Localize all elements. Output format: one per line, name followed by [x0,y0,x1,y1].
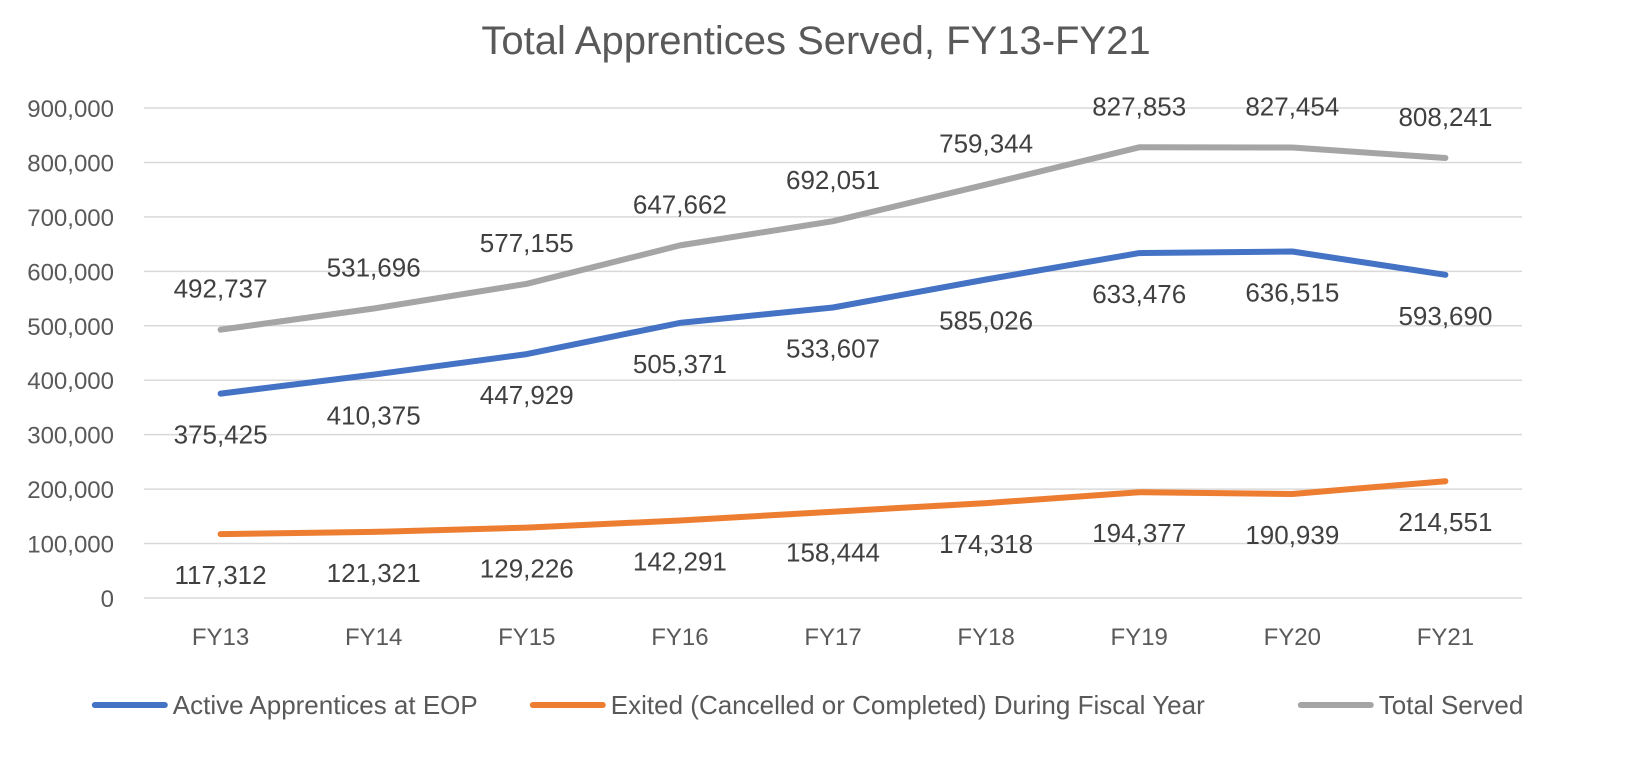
y-tick-label: 400,000 [27,368,114,395]
x-tick-label: FY20 [1264,624,1321,651]
data-label: 410,375 [327,401,421,431]
data-label: 585,026 [939,305,1033,335]
legend-item-1: Active Apprentices at EOP [91,690,478,720]
y-tick-label: 200,000 [27,477,114,504]
data-label: 647,662 [633,189,727,219]
y-axis-labels: 0 100,000 200,000 300,000 400,000 500,000 600,… [27,96,114,613]
x-tick-label: FY21 [1417,624,1474,651]
legend: Active Apprentices at EOP Exited (Cancell… [91,690,1524,720]
gridlines [144,107,1522,599]
legend-label: Exited (Cancelled or Completed) During F… [611,690,1205,720]
data-label: 129,226 [480,554,574,584]
y-tick-label: 300,000 [27,423,114,450]
data-label: 577,155 [480,228,574,258]
data-label: 808,241 [1398,102,1492,132]
data-label: 759,344 [939,129,1033,159]
data-label: 593,690 [1398,301,1492,331]
data-label: 194,377 [1092,518,1186,548]
series-line-3 [217,144,1449,333]
data-label: 492,737 [174,274,268,304]
data-label: 531,696 [327,253,421,283]
data-label: 121,321 [327,558,421,588]
x-tick-label: FY16 [651,624,708,651]
data-label: 174,318 [939,529,1033,559]
y-tick-label: 0 [101,586,114,613]
legend-item-3: Total Served [1297,690,1524,720]
x-tick-label: FY17 [804,624,861,651]
data-label: 692,051 [786,165,880,195]
x-tick-label: FY18 [957,624,1014,651]
data-label: 190,939 [1245,520,1339,550]
data-label: 158,444 [786,538,880,568]
data-label: 636,515 [1245,277,1339,307]
data-label: 827,853 [1092,91,1186,121]
x-tick-label: FY14 [345,624,402,651]
data-label: 633,476 [1092,279,1186,309]
data-label: 117,312 [175,560,267,590]
x-tick-label: FY15 [498,624,555,651]
data-labels: 375,425 410,375 447,929 505,371 533,607 585,0… [174,91,1493,590]
series-line-2 [217,478,1449,538]
y-tick-label: 800,000 [27,150,114,177]
data-label: 533,607 [786,333,880,363]
y-tick-label: 100,000 [27,532,114,559]
data-label: 214,551 [1398,507,1492,537]
data-label: 142,291 [633,547,727,577]
legend-item-2: Exited (Cancelled or Completed) During F… [529,690,1205,720]
x-axis-labels: FY13 FY14 FY15 FY16 FY17 FY18 FY19 FY20 FY21 [192,624,1474,651]
x-tick-label: FY13 [192,624,249,651]
y-tick-label: 900,000 [27,96,114,123]
data-label: 505,371 [633,349,727,379]
x-tick-label: FY19 [1111,624,1168,651]
data-label: 447,929 [480,380,574,410]
series-line-1 [217,248,1449,397]
data-label: 375,425 [174,420,268,450]
series-lines [217,144,1449,538]
y-tick-label: 500,000 [27,314,114,341]
legend-label: Active Apprentices at EOP [173,690,478,720]
y-tick-label: 600,000 [27,259,114,286]
y-tick-label: 700,000 [27,205,114,232]
chart-title: Total Apprentices Served, FY13-FY21 [481,19,1150,63]
legend-label: Total Served [1379,690,1524,720]
data-label: 827,454 [1245,91,1339,121]
